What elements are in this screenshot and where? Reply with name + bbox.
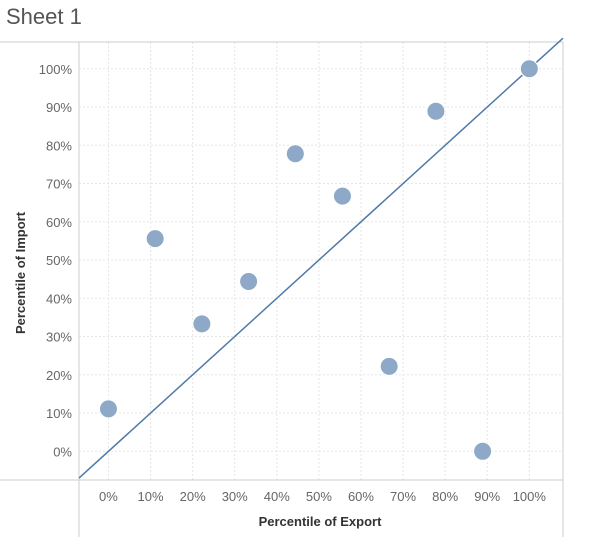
tick-labels: 0% 10% 20% 30% 40% 50% 60% 70% 80% 90% 100% 0% 10% 20…: [39, 62, 547, 504]
data-point-1[interactable]: [145, 229, 165, 249]
y-tick-label-4: 40%: [46, 291, 72, 306]
data-point-9[interactable]: [519, 59, 539, 79]
x-tick-label-5: 50%: [306, 489, 332, 504]
x-tick-label-2: 20%: [180, 489, 206, 504]
data-point-6[interactable]: [379, 356, 399, 376]
y-tick-label-10: 100%: [39, 62, 73, 77]
data-point-8[interactable]: [473, 441, 493, 461]
data-points: [98, 59, 539, 461]
sheet-title: Sheet 1: [6, 4, 82, 29]
x-tick-label-10: 100%: [513, 489, 547, 504]
x-tick-label-9: 90%: [474, 489, 500, 504]
y-axis-title: Percentile of Import: [13, 211, 28, 334]
x-tick-label-7: 70%: [390, 489, 416, 504]
data-point-2[interactable]: [192, 314, 212, 334]
data-point-0[interactable]: [98, 399, 118, 419]
x-axis-title: Percentile of Export: [259, 514, 382, 529]
data-point-3[interactable]: [239, 271, 259, 291]
y-tick-label-0: 0%: [53, 444, 72, 459]
x-tick-label-6: 60%: [348, 489, 374, 504]
x-tick-label-8: 80%: [432, 489, 458, 504]
y-tick-label-8: 80%: [46, 138, 72, 153]
y-tick-label-9: 90%: [46, 100, 72, 115]
plot-frame: [0, 41, 564, 537]
x-tick-label-3: 30%: [222, 489, 248, 504]
x-tick-label-1: 10%: [138, 489, 164, 504]
grid: [79, 42, 563, 480]
data-point-4[interactable]: [285, 144, 305, 164]
trend-line: [78, 37, 564, 479]
data-point-7[interactable]: [426, 101, 446, 121]
data-point-5[interactable]: [332, 186, 352, 206]
y-tick-label-2: 20%: [46, 368, 72, 383]
y-tick-label-1: 10%: [46, 406, 72, 421]
trend-line-segment: [78, 37, 564, 479]
x-tick-label-4: 40%: [264, 489, 290, 504]
x-tick-label-0: 0%: [99, 489, 118, 504]
y-tick-label-6: 60%: [46, 215, 72, 230]
y-tick-label-3: 30%: [46, 330, 72, 345]
y-tick-label-5: 50%: [46, 253, 72, 268]
y-tick-label-7: 70%: [46, 177, 72, 192]
